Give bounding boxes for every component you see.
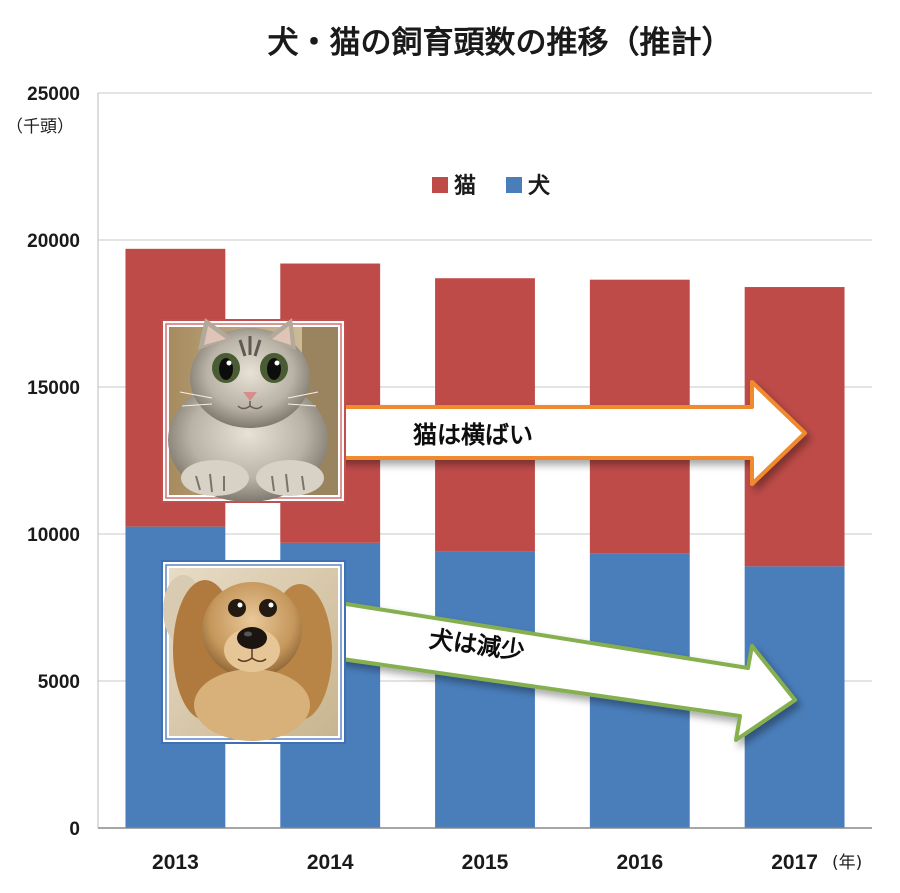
- y-axis-unit: （千頭）: [6, 117, 74, 137]
- legend-label-cat: 猫: [454, 174, 476, 199]
- y-tick-label: 0: [69, 819, 80, 840]
- y-tick-label: 15000: [27, 378, 80, 399]
- x-axis-ticks: 2013 2014 2015 2016 2017: [152, 851, 818, 874]
- cat-photo: [161, 318, 346, 503]
- cat-trend-arrow: 猫は横ばい: [336, 380, 807, 486]
- x-tick-label: 2017: [771, 851, 818, 874]
- x-tick-label: 2014: [307, 851, 354, 874]
- dog-photo: [161, 560, 346, 744]
- bar-2015-犬: [435, 551, 535, 828]
- y-tick-label: 10000: [27, 525, 80, 546]
- legend-swatch-dog: [506, 177, 522, 193]
- chart-title: 犬・猫の飼育頭数の推移（推計）: [268, 25, 733, 61]
- x-axis-unit: (年): [832, 853, 862, 873]
- x-tick-label: 2013: [152, 851, 199, 874]
- y-tick-label: 25000: [27, 84, 80, 105]
- y-axis-ticks: 0 5000 10000 15000 20000 25000: [27, 84, 80, 840]
- cat-trend-label: 猫は横ばい: [413, 421, 533, 449]
- legend: 猫 犬: [432, 174, 551, 199]
- x-tick-label: 2015: [462, 851, 509, 874]
- legend-swatch-cat: [432, 177, 448, 193]
- legend-label-dog: 犬: [528, 174, 551, 199]
- dog-trend-arrow: 犬は減少: [333, 601, 797, 742]
- y-tick-label: 5000: [38, 672, 80, 693]
- x-tick-label: 2016: [616, 851, 663, 874]
- y-tick-label: 20000: [27, 231, 80, 252]
